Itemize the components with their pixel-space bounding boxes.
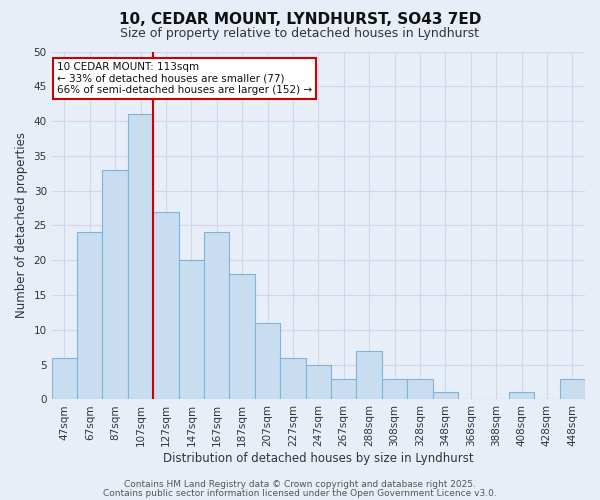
Bar — [331, 378, 356, 400]
Bar — [229, 274, 255, 400]
Text: 10 CEDAR MOUNT: 113sqm
← 33% of detached houses are smaller (77)
66% of semi-det: 10 CEDAR MOUNT: 113sqm ← 33% of detached… — [57, 62, 312, 95]
Text: Contains public sector information licensed under the Open Government Licence v3: Contains public sector information licen… — [103, 488, 497, 498]
Bar — [280, 358, 305, 400]
Text: Contains HM Land Registry data © Crown copyright and database right 2025.: Contains HM Land Registry data © Crown c… — [124, 480, 476, 489]
Bar — [560, 378, 585, 400]
Bar — [305, 364, 331, 400]
Bar — [204, 232, 229, 400]
Bar — [153, 212, 179, 400]
Bar — [356, 350, 382, 400]
Bar — [255, 323, 280, 400]
Bar — [382, 378, 407, 400]
Bar — [103, 170, 128, 400]
Text: 10, CEDAR MOUNT, LYNDHURST, SO43 7ED: 10, CEDAR MOUNT, LYNDHURST, SO43 7ED — [119, 12, 481, 28]
Bar — [179, 260, 204, 400]
X-axis label: Distribution of detached houses by size in Lyndhurst: Distribution of detached houses by size … — [163, 452, 473, 465]
Bar — [407, 378, 433, 400]
Bar — [77, 232, 103, 400]
Y-axis label: Number of detached properties: Number of detached properties — [15, 132, 28, 318]
Bar — [128, 114, 153, 400]
Bar — [509, 392, 534, 400]
Text: Size of property relative to detached houses in Lyndhurst: Size of property relative to detached ho… — [121, 28, 479, 40]
Bar — [433, 392, 458, 400]
Bar — [52, 358, 77, 400]
